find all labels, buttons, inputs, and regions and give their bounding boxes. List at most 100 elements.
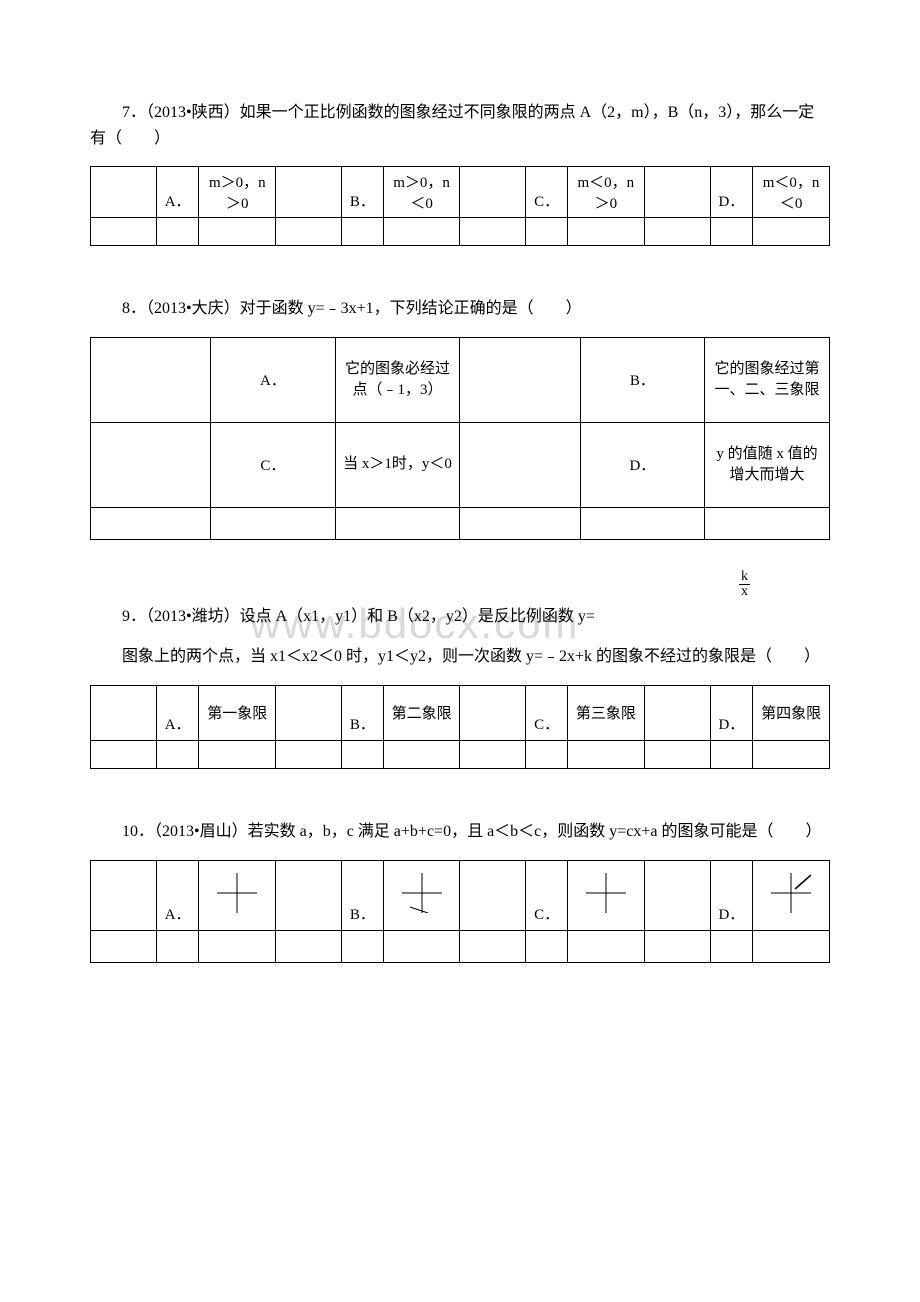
- option-text-a: 它的图象必经过点（﹣1，3）: [335, 337, 460, 422]
- cell-empty: [526, 930, 568, 962]
- cell-empty: [211, 507, 335, 539]
- q9-options-table: A． 第一象限 B． 第二象限 C． 第三象限 D． 第四象限: [90, 685, 830, 769]
- option-label-d: D．: [710, 860, 753, 930]
- cell-empty: [460, 930, 526, 962]
- cell-empty: [460, 740, 526, 768]
- cell-empty: [644, 930, 710, 962]
- option-text-b: 第二象限: [383, 685, 460, 740]
- cell-blank: [644, 685, 710, 740]
- graph-icon: [402, 873, 442, 918]
- cell-blank: [460, 337, 580, 422]
- cell-empty: [199, 740, 276, 768]
- option-label-a: A．: [211, 337, 335, 422]
- cell-empty: [199, 218, 276, 246]
- option-label-a: A．: [156, 685, 199, 740]
- graph-icon: [586, 873, 626, 918]
- cell-empty: [580, 507, 704, 539]
- option-text-a: m＞0，n＞0: [199, 167, 276, 218]
- q9-fraction-container: k x: [90, 570, 830, 599]
- cell-empty: [342, 930, 384, 962]
- cell-empty: [156, 740, 199, 768]
- cell-empty: [91, 930, 157, 962]
- cell-blank: [91, 167, 157, 218]
- table-row: [91, 507, 830, 539]
- option-label-b: B．: [342, 860, 384, 930]
- cell-empty: [91, 507, 211, 539]
- option-label-b: B．: [580, 337, 704, 422]
- cell-empty: [156, 930, 199, 962]
- cell-empty: [383, 930, 460, 962]
- cell-empty: [460, 218, 526, 246]
- fraction-icon: k x: [739, 570, 750, 599]
- cell-empty: [383, 740, 460, 768]
- cell-empty: [567, 740, 644, 768]
- option-label-b: B．: [342, 685, 384, 740]
- cell-empty: [342, 740, 384, 768]
- cell-empty: [276, 740, 342, 768]
- option-label-c: C．: [211, 422, 335, 507]
- option-text-d: y 的值随 x 值的增大而增大: [705, 422, 830, 507]
- cell-blank: [91, 422, 211, 507]
- cell-empty: [276, 930, 342, 962]
- cell-empty: [710, 740, 753, 768]
- cell-blank: [91, 337, 211, 422]
- option-label-d: D．: [710, 167, 753, 218]
- graph-icon: [771, 873, 811, 918]
- option-label-a: A．: [156, 860, 199, 930]
- table-row: A． 第一象限 B． 第二象限 C． 第三象限 D． 第四象限: [91, 685, 830, 740]
- cell-empty: [753, 740, 830, 768]
- table-row: A． 它的图象必经过点（﹣1，3） B． 它的图象经过第一、二、三象限: [91, 337, 830, 422]
- cell-empty: [91, 740, 157, 768]
- cell-blank: [276, 685, 342, 740]
- option-text-c: 第三象限: [567, 685, 644, 740]
- cell-empty: [567, 218, 644, 246]
- cell-empty: [526, 740, 568, 768]
- option-label-b: B．: [342, 167, 384, 218]
- cell-empty: [156, 218, 199, 246]
- table-row: C． 当 x＞1时，y＜0 D． y 的值随 x 值的增大而增大: [91, 422, 830, 507]
- option-label-c: C．: [526, 685, 568, 740]
- option-graph-c: [567, 860, 644, 930]
- cell-empty: [710, 218, 753, 246]
- cell-empty: [383, 218, 460, 246]
- cell-blank: [460, 685, 526, 740]
- option-text-a: 第一象限: [199, 685, 276, 740]
- cell-blank: [460, 167, 526, 218]
- cell-empty: [753, 218, 830, 246]
- fraction-denominator: x: [739, 585, 750, 599]
- graph-icon: [217, 873, 257, 918]
- cell-empty: [644, 740, 710, 768]
- q9-text2: 图象上的两个点，当 x1＜x2＜0 时，y1＜y2，则一次函数 y=﹣2x+k …: [90, 644, 830, 670]
- option-label-a: A．: [156, 167, 199, 218]
- option-graph-a: [199, 860, 276, 930]
- cell-blank: [276, 167, 342, 218]
- cell-blank: [276, 860, 342, 930]
- cell-empty: [644, 218, 710, 246]
- cell-blank: [91, 860, 157, 930]
- cell-empty: [342, 218, 384, 246]
- q7-text: 7．（2013•陕西）如果一个正比例函数的图象经过不同象限的两点 A（2，m），…: [90, 100, 830, 151]
- option-text-d: m＜0，n＜0: [753, 167, 830, 218]
- cell-empty: [276, 218, 342, 246]
- cell-empty: [199, 930, 276, 962]
- cell-empty: [335, 507, 460, 539]
- table-row: [91, 740, 830, 768]
- q10-options-table: A． B．: [90, 860, 830, 963]
- q8-text: 8．（2013•大庆）对于函数 y=﹣3x+1，下列结论正确的是（ ）: [90, 296, 830, 322]
- q7-options-table: A． m＞0，n＞0 B． m＞0，n＜0 C． m＜0，n＞0 D． m＜0，…: [90, 166, 830, 246]
- cell-blank: [644, 860, 710, 930]
- q8-options-table: A． 它的图象必经过点（﹣1，3） B． 它的图象经过第一、二、三象限 C． 当…: [90, 337, 830, 540]
- option-graph-d: [753, 860, 830, 930]
- q9-text1: 9．（2013•潍坊）设点 A（x1，y1）和 B（x2，y2）是反比例函数 y…: [90, 604, 830, 630]
- table-row: [91, 930, 830, 962]
- cell-empty: [567, 930, 644, 962]
- content-container: 7．（2013•陕西）如果一个正比例函数的图象经过不同象限的两点 A（2，m），…: [90, 100, 830, 963]
- q10-text: 10．（2013•眉山）若实数 a，b，c 满足 a+b+c=0，且 a＜b＜c…: [90, 819, 830, 845]
- option-label-c: C．: [526, 860, 568, 930]
- cell-blank: [460, 860, 526, 930]
- option-text-b: m＞0，n＜0: [383, 167, 460, 218]
- cell-empty: [460, 507, 580, 539]
- fraction-numerator: k: [739, 570, 750, 585]
- cell-blank: [644, 167, 710, 218]
- option-text-c: m＜0，n＞0: [567, 167, 644, 218]
